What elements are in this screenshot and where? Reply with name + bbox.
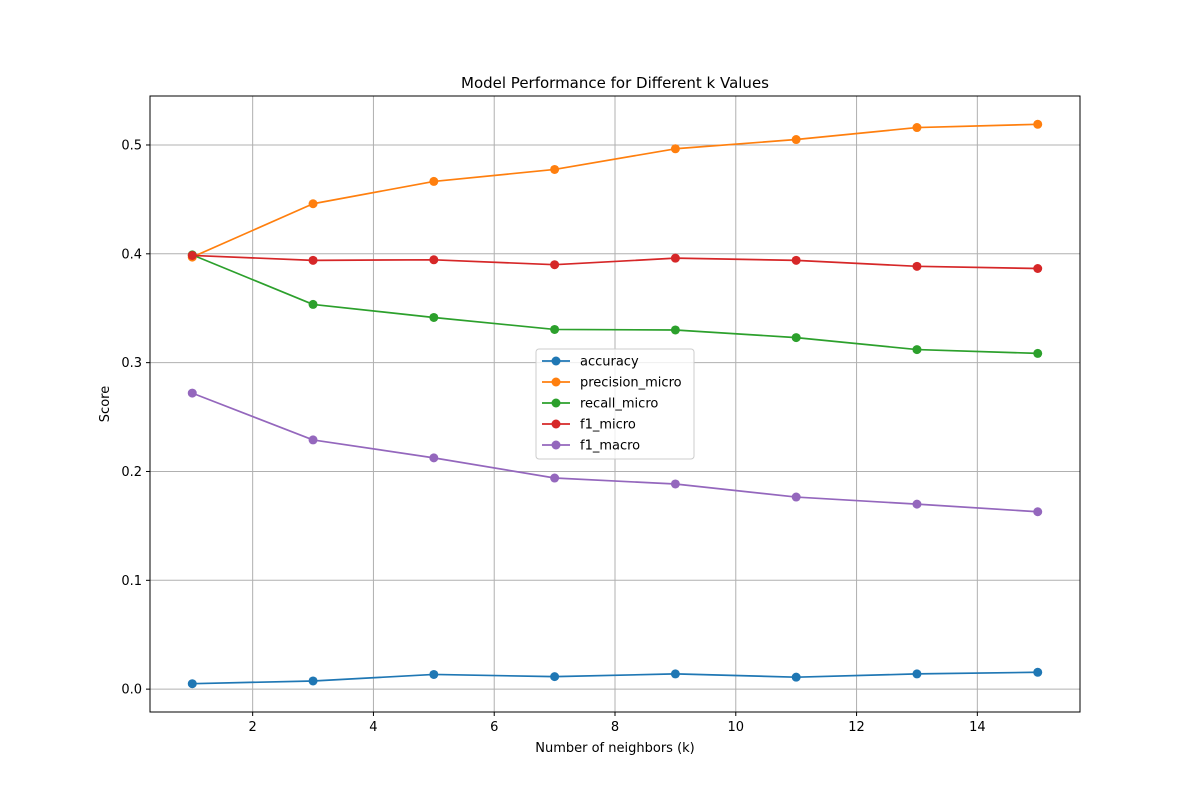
data-point-f1_macro: [791, 492, 801, 502]
data-point-recall_micro: [308, 299, 318, 309]
data-point-precision_micro: [429, 176, 439, 186]
x-tick-label: 8: [611, 720, 619, 735]
data-point-recall_micro: [670, 325, 680, 335]
legend-label-f1_micro: f1_micro: [580, 418, 636, 433]
data-point-precision_micro: [1033, 119, 1043, 129]
grid-lines: [150, 96, 1080, 712]
data-point-f1_micro: [791, 255, 801, 265]
x-axis-label: Number of neighbors (k): [535, 741, 695, 756]
axis-ticks: 2 4 6 8 10 12 14 0.0 0.1 0.2 0.3 0.4 0.5: [121, 138, 985, 735]
data-point-accuracy: [550, 672, 560, 682]
data-point-f1_micro: [550, 260, 560, 270]
series-line-f1_macro: [191, 392, 1038, 513]
legend-marker-accuracy: [551, 356, 561, 366]
data-point-precision_micro: [308, 199, 318, 209]
legend-label-f1_macro: f1_macro: [580, 439, 640, 454]
chart-title: Model Performance for Different k Values: [461, 74, 769, 92]
data-point-f1_macro: [550, 473, 560, 483]
data-point-accuracy: [670, 669, 680, 679]
series-layer: [187, 119, 1043, 689]
data-point-f1_macro: [1033, 507, 1043, 517]
series-line-accuracy: [192, 671, 1038, 685]
x-tick-label: 6: [490, 720, 498, 735]
legend-marker-precision_micro: [551, 377, 561, 387]
data-point-recall_micro: [429, 312, 439, 322]
data-point-accuracy: [912, 669, 922, 679]
y-tick-label: 0.1: [121, 574, 142, 589]
y-tick-label: 0.2: [121, 465, 142, 480]
series-line-precision_micro: [191, 123, 1038, 258]
data-point-accuracy: [791, 672, 801, 682]
y-axis-label: Score: [98, 386, 113, 422]
series-line-f1_micro: [192, 254, 1038, 270]
data-point-accuracy: [429, 669, 439, 679]
data-point-f1_micro: [670, 253, 680, 263]
data-point-recall_micro: [550, 324, 560, 334]
data-point-precision_micro: [912, 123, 922, 133]
data-point-precision_micro: [670, 144, 680, 154]
y-tick-label: 0.0: [121, 683, 142, 698]
legend-marker-f1_micro: [551, 419, 561, 429]
data-point-f1_micro: [187, 250, 197, 260]
series-f1_macro: [187, 388, 1043, 517]
data-point-f1_micro: [1033, 264, 1043, 274]
y-tick-label: 0.5: [121, 138, 142, 153]
y-tick-label: 0.4: [121, 247, 142, 262]
data-point-accuracy: [187, 679, 197, 689]
legend-label-accuracy: accuracy: [580, 355, 639, 370]
data-point-recall_micro: [1033, 348, 1043, 358]
x-tick-label: 14: [969, 720, 986, 735]
series-recall_micro: [187, 250, 1043, 358]
data-point-f1_micro: [308, 255, 318, 265]
x-tick-label: 4: [369, 720, 377, 735]
data-point-recall_micro: [912, 345, 922, 355]
data-point-precision_micro: [550, 164, 560, 174]
x-tick-label: 12: [848, 720, 865, 735]
x-tick-label: 10: [728, 720, 745, 735]
data-point-accuracy: [1033, 667, 1043, 677]
data-point-f1_macro: [308, 435, 318, 445]
series-f1_micro: [187, 250, 1043, 274]
legend: accuracy precision_micro recall_micro f1_mi…: [535, 348, 695, 460]
data-point-f1_micro: [429, 255, 439, 265]
legend-marker-f1_macro: [551, 440, 561, 450]
data-point-f1_macro: [187, 388, 197, 398]
data-point-f1_micro: [912, 261, 922, 271]
data-point-accuracy: [308, 676, 318, 686]
legend-label-recall_micro: recall_micro: [580, 397, 658, 412]
legend-marker-recall_micro: [551, 398, 561, 408]
series-accuracy: [187, 667, 1043, 689]
data-point-recall_micro: [791, 333, 801, 343]
series-line-recall_micro: [191, 254, 1038, 355]
data-point-f1_macro: [429, 453, 439, 463]
data-point-f1_macro: [912, 499, 922, 509]
data-point-f1_macro: [670, 479, 680, 489]
x-tick-label: 2: [249, 720, 257, 735]
legend-items: accuracy precision_micro recall_micro f1_mi…: [542, 355, 682, 454]
legend-box: [535, 348, 695, 460]
y-tick-label: 0.3: [121, 356, 142, 371]
legend-label-precision_micro: precision_micro: [580, 376, 682, 391]
data-point-precision_micro: [791, 135, 801, 145]
